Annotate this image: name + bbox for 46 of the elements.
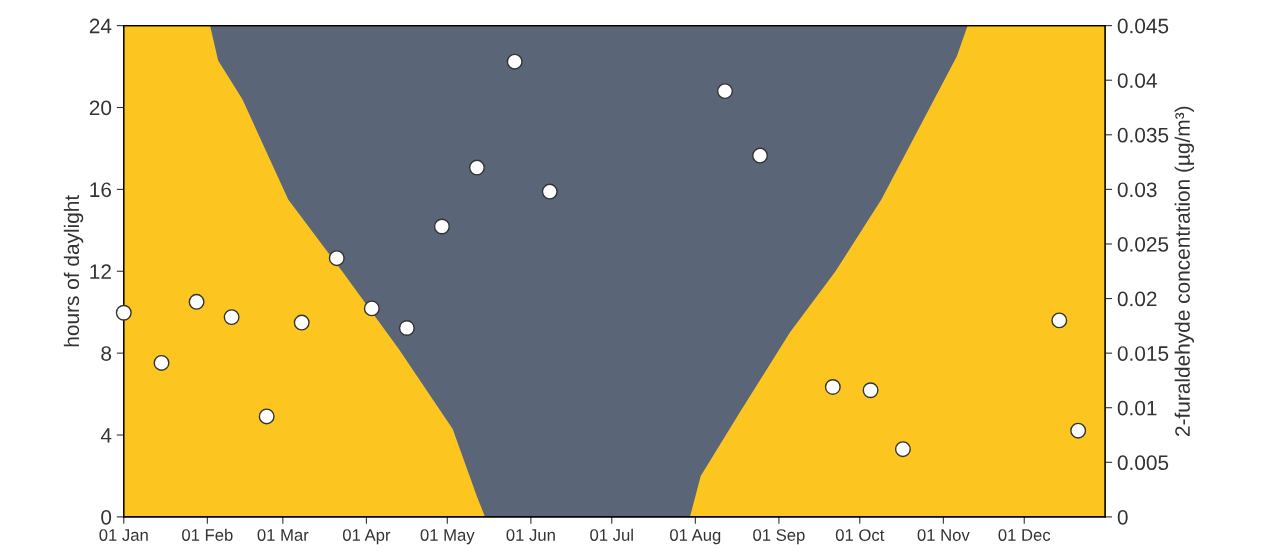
- x-tick-label: 01 Sep: [753, 529, 805, 545]
- x-tick-label: 01 Oct: [835, 529, 885, 541]
- point: [1051, 312, 1068, 329]
- y-axis-title: hours of daylight: [63, 194, 84, 347]
- point: [398, 320, 415, 337]
- y-tick-label: 8: [101, 346, 112, 361]
- point: [894, 441, 911, 458]
- x-tick-label: 01 Jun: [506, 529, 555, 541]
- x-tick-label: 01 Dec: [998, 529, 1051, 541]
- point: [506, 53, 523, 70]
- y2-tick-label: 0.04: [1117, 73, 1157, 88]
- point: [862, 382, 879, 399]
- point: [824, 379, 841, 395]
- y2-axis-title: 2-furaldehyde concentration (µg/m³): [1174, 106, 1195, 436]
- y-tick-label: 20: [89, 100, 112, 116]
- y2-tick-label: 0.015: [1117, 346, 1169, 361]
- x-tick-label: 01 Aug: [670, 529, 721, 545]
- point: [328, 250, 345, 267]
- point: [752, 147, 769, 164]
- y2-tick-label: 0.025: [1117, 236, 1169, 252]
- y-tick-label: 24: [89, 18, 112, 34]
- y2-tick-label: 0.01: [1117, 400, 1157, 416]
- y2-tick-label: 0.02: [1117, 291, 1157, 307]
- y2-tick-label: 0: [1117, 509, 1128, 525]
- y2-tick-label: 0.035: [1117, 127, 1169, 143]
- y2-tick-label: 0.005: [1117, 455, 1169, 471]
- y-tick-label: 0: [101, 509, 112, 525]
- x-tick-label: 01 Apr: [342, 529, 391, 545]
- x-tick-label: 01 Nov: [917, 529, 970, 541]
- y-tick-label: 12: [90, 264, 111, 279]
- y2-tick-label: 0.045: [1117, 18, 1169, 34]
- y-tick-label: 16: [90, 182, 112, 198]
- x-tick-label: 01 Mar: [257, 529, 309, 541]
- point: [293, 314, 310, 331]
- point: [433, 218, 450, 235]
- x-tick-label: 01 Jul: [590, 528, 633, 541]
- y2-tick-label: 0.03: [1117, 182, 1157, 198]
- point: [717, 83, 733, 100]
- point: [541, 183, 558, 200]
- x-tick-label: 01 Feb: [182, 528, 233, 541]
- point: [363, 300, 380, 317]
- point: [1070, 422, 1087, 439]
- x-tick-label: 01 May: [420, 529, 475, 545]
- point: [468, 159, 485, 176]
- x-tick-label: 01 Jan: [99, 529, 148, 541]
- y-tick-label: 4: [100, 428, 112, 443]
